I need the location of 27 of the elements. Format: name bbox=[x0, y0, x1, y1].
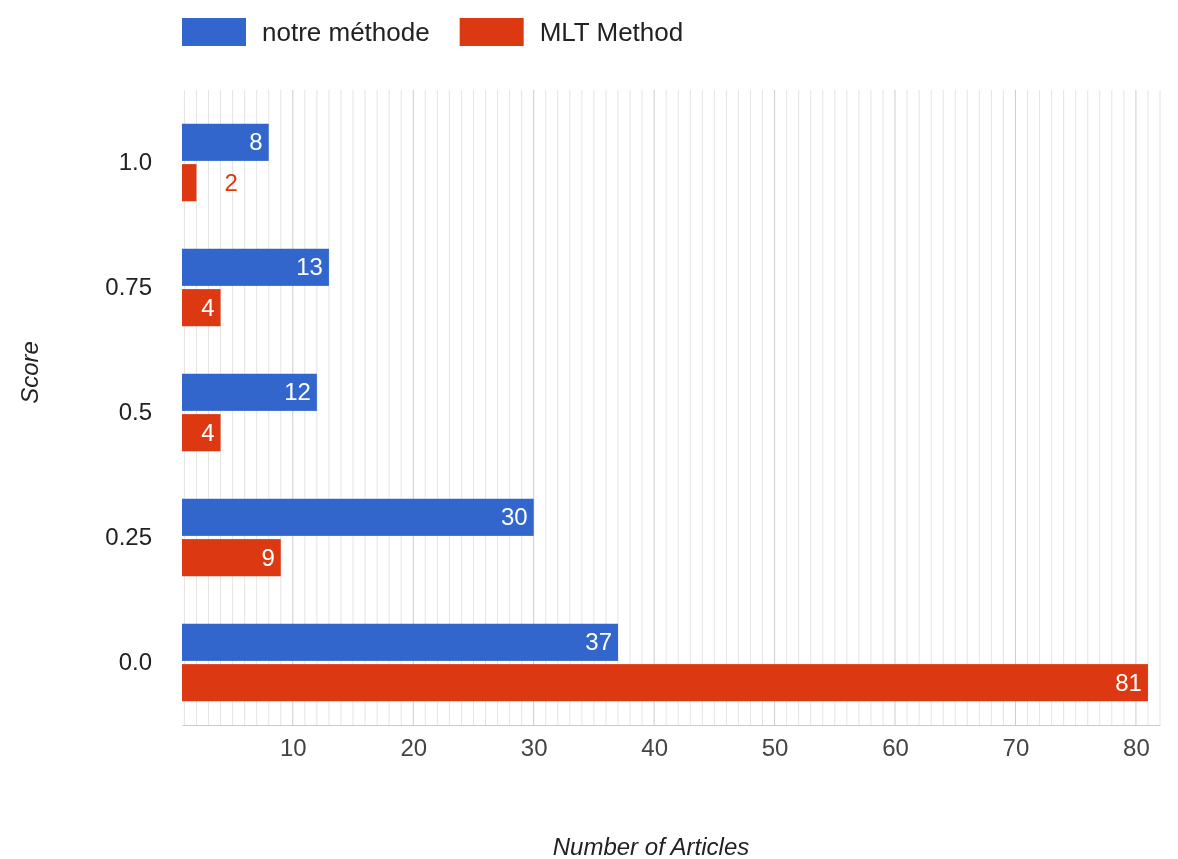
x-tick-label: 20 bbox=[400, 734, 428, 762]
y-axis-title: Score bbox=[16, 341, 43, 404]
legend-label: notre méthode bbox=[262, 17, 430, 47]
data-label: 81 bbox=[1115, 668, 1142, 696]
x-tick-label: 70 bbox=[1002, 734, 1030, 762]
data-label: 12 bbox=[284, 378, 311, 406]
x-tick-label: 10 bbox=[279, 734, 307, 762]
y-tick-label: 0.0 bbox=[118, 648, 152, 676]
legend-label: MLT Method bbox=[539, 17, 684, 47]
x-tick-label: 40 bbox=[641, 734, 668, 762]
x-tick-label: 80 bbox=[1123, 734, 1150, 762]
data-label: 13 bbox=[296, 253, 323, 281]
x-tick-label: 30 bbox=[520, 734, 548, 762]
data-label: 4 bbox=[201, 293, 215, 321]
y-tick-label: 0.75 bbox=[105, 273, 152, 301]
y-tick-label: 0.25 bbox=[105, 523, 152, 551]
data-label: 2 bbox=[224, 168, 238, 196]
data-label: 30 bbox=[500, 503, 528, 531]
x-tick-label: 50 bbox=[761, 734, 789, 762]
data-label: 9 bbox=[261, 543, 275, 571]
y-tick-label: 1.0 bbox=[118, 148, 152, 176]
x-axis-title: Number of Articles bbox=[552, 833, 750, 859]
data-label: 37 bbox=[585, 628, 612, 656]
data-label: 8 bbox=[249, 128, 263, 156]
x-tick-label: 60 bbox=[882, 734, 909, 762]
data-label: 4 bbox=[201, 418, 215, 446]
y-tick-label: 0.5 bbox=[118, 398, 152, 426]
